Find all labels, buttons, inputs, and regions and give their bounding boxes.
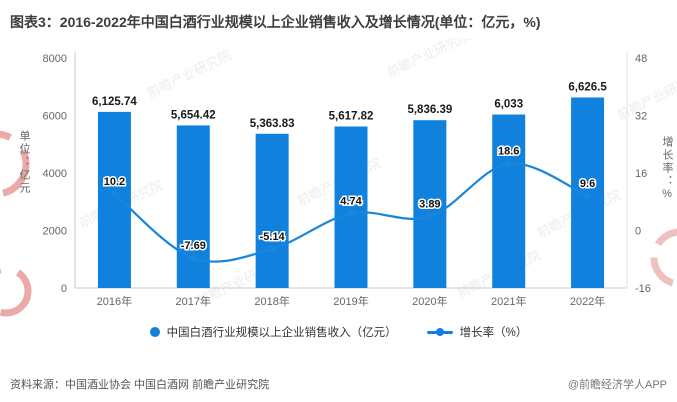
bar-value-label: 6,125.74 [92, 96, 137, 108]
left-axis-tick: 6000 [43, 111, 67, 123]
line-value-label: 10.2 [104, 176, 125, 188]
bar-value-label: 5,654.42 [171, 109, 216, 121]
line-point-2021年 [505, 160, 513, 168]
x-axis-label: 2019年 [333, 294, 368, 308]
line-point-2019年 [347, 209, 355, 218]
right-axis-tick: 32 [635, 111, 647, 123]
watermark-text: 前瞻产业研究院 [385, 38, 473, 81]
right-axis-tick: -16 [635, 283, 651, 295]
x-axis-label: 2022年 [570, 294, 605, 308]
legend-item-growth: 增长率（%） [426, 324, 528, 340]
bar-value-label: 6,033 [494, 99, 523, 111]
line-value-label: 18.6 [498, 146, 519, 158]
watermark-logo-icon [0, 130, 30, 198]
footer: 资料来源：中国酒业协会 中国白酒网 前瞻产业研究院 @前瞻经济学人APP [0, 376, 677, 392]
chart-area: 单位：亿元 前瞻产业研究院前瞻产业研究院前瞻产业研究院前瞻产业研究院前瞻产业研究… [0, 38, 677, 320]
line-point-2022年 [583, 192, 592, 200]
line-series-marker-icon [426, 328, 453, 336]
bar-2018年 [255, 133, 289, 288]
right-axis-tick: 48 [635, 53, 647, 65]
line-point-2020年 [426, 212, 434, 221]
left-axis-tick: 0 [61, 283, 67, 295]
line-value-label: 9.6 [580, 178, 595, 190]
credit-text: @前瞻经济学人APP [567, 379, 667, 391]
plot-canvas: 前瞻产业研究院前瞻产业研究院前瞻产业研究院前瞻产业研究院前瞻产业研究院前瞻产业研… [0, 38, 677, 317]
legend-item-revenue: 中国白酒行业规模以上企业销售收入（亿元） [149, 324, 397, 340]
bar-2019年 [334, 126, 368, 289]
bar-2017年 [176, 125, 210, 288]
bar-series-marker-icon [149, 327, 160, 337]
line-value-label: -5.14 [260, 231, 286, 243]
bar-value-label: 5,836.39 [407, 104, 452, 116]
chart-title: 图表3：2016-2022年中国白酒行业规模以上企业销售收入及增长情况(单位：亿… [10, 14, 541, 30]
watermark-text: 前瞻产业研究院 [145, 47, 233, 100]
line-point-2017年 [189, 254, 197, 262]
x-axis-label: 2016年 [97, 294, 132, 308]
line-point-2016年 [110, 190, 119, 198]
x-axis-label: 2020年 [412, 294, 447, 308]
bar-value-label: 5,617.82 [329, 110, 374, 122]
legend-label-revenue: 中国白酒行业规模以上企业销售收入（亿元） [166, 327, 397, 339]
left-axis-tick: 2000 [43, 226, 67, 238]
legend: 中国白酒行业规模以上企业销售收入（亿元） 增长率（%） [0, 324, 677, 340]
left-axis-tick: 4000 [43, 168, 67, 180]
right-axis-title: 增长率：% [661, 136, 673, 202]
line-point-2018年 [268, 245, 276, 253]
source-text: 资料来源：中国酒业协会 中国白酒网 前瞻产业研究院 [10, 379, 270, 391]
legend-label-growth: 增长率（%） [459, 327, 528, 339]
x-axis-label: 2017年 [176, 294, 211, 308]
line-value-label: 4.74 [340, 195, 362, 207]
bar-value-label: 6,626.5 [568, 81, 607, 93]
watermark-logo-icon [650, 228, 677, 288]
bar-2016年 [97, 111, 131, 288]
left-axis-tick: 8000 [43, 53, 67, 65]
line-value-label: 3.89 [419, 199, 440, 211]
bar-2020年 [413, 120, 447, 288]
x-axis-label: 2021年 [491, 294, 526, 308]
line-value-label: -7.69 [181, 240, 206, 252]
bar-value-label: 5,363.83 [250, 118, 295, 130]
x-axis-label: 2018年 [254, 294, 289, 308]
right-axis-tick: 0 [635, 226, 641, 238]
right-axis-tick: 16 [635, 168, 647, 180]
bar-2021年 [492, 114, 526, 289]
left-axis-title: 单位：亿元 [18, 130, 30, 195]
watermark-logo-icon [0, 265, 32, 317]
